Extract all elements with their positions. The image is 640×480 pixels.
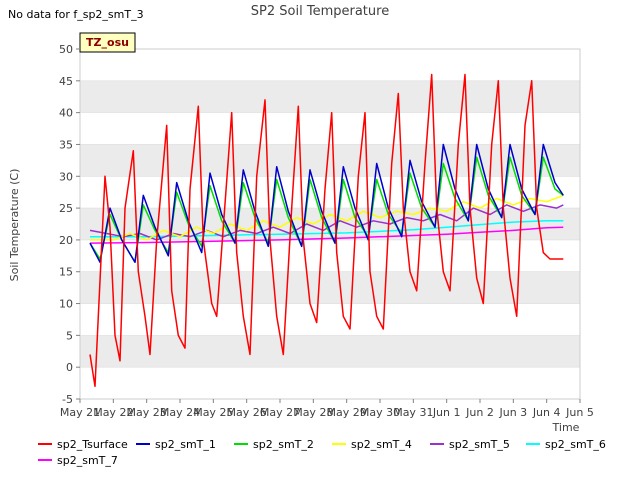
y-tick-label: 30: [59, 170, 73, 183]
y-tick-label: -5: [62, 393, 73, 406]
y-tick-label: 10: [59, 298, 73, 311]
x-tick-label: May 30: [360, 406, 400, 419]
grid-band: [80, 335, 580, 368]
x-tick-label: May 25: [193, 406, 233, 419]
legend-label: sp2_smT_4: [351, 438, 412, 451]
x-axis-label: Time: [552, 421, 580, 434]
legend-label: sp2_Tsurface: [57, 438, 128, 451]
x-tick-label: May 26: [227, 406, 267, 419]
y-tick-label: 20: [59, 234, 73, 247]
plot-series: [89, 73, 564, 388]
y-tick-label: 35: [59, 138, 73, 151]
legend-label: sp2_smT_7: [57, 454, 118, 467]
tz-badge-label: TZ_osu: [86, 36, 129, 49]
x-tick-label: Jun 1: [432, 406, 461, 419]
x-tick-label: May 31: [393, 406, 433, 419]
x-tick-label: Jun 3: [498, 406, 527, 419]
series-line-sp2_smT_4: [90, 194, 564, 241]
y-axis-ticks: -5 0 5 10 15 20 25 30 35 40 45 50: [59, 43, 80, 406]
y-tick-label: 40: [59, 107, 73, 120]
y-tick-label: 0: [66, 361, 73, 374]
y-tick-label: 15: [59, 266, 73, 279]
x-tick-label: May 24: [160, 406, 200, 419]
x-tick-label: Jun 4: [532, 406, 561, 419]
grid-bands: [80, 48, 580, 400]
legend: sp2_Tsurface sp2_smT_1 sp2_smT_2 sp2_smT_4 s…: [38, 438, 606, 467]
grid-band: [80, 144, 580, 177]
x-tick-label: May 21: [60, 406, 100, 419]
tz-badge: TZ_osu: [79, 32, 136, 53]
x-tick-label: May 27: [260, 406, 300, 419]
x-tick-label: May 23: [127, 406, 167, 419]
x-tick-label: May 22: [93, 406, 133, 419]
legend-label: sp2_smT_5: [449, 438, 510, 451]
y-tick-label: 50: [59, 43, 73, 56]
series-line-sp2_smT_7: [89, 226, 564, 244]
y-tick-label: 25: [59, 202, 73, 215]
tz-badge-box: [79, 32, 136, 53]
chart-title: SP2 Soil Temperature: [251, 4, 389, 19]
y-tick-label: 5: [66, 329, 73, 342]
legend-label: sp2_smT_6: [545, 438, 606, 451]
y-axis-label: Soil Temperature (C): [8, 169, 21, 282]
x-tick-label: Jun 5: [565, 406, 594, 419]
grid-band: [80, 271, 580, 304]
x-tick-label: Jun 2: [465, 406, 494, 419]
plot-frame: [79, 48, 581, 400]
grid-band: [80, 80, 580, 113]
x-tick-label: May 29: [327, 406, 367, 419]
no-data-note: No data for f_sp2_smT_3: [8, 8, 144, 21]
series-line-sp2_Tsurface: [89, 73, 564, 388]
legend-label: sp2_smT_2: [253, 438, 314, 451]
x-tick-label: May 28: [293, 406, 333, 419]
y-tick-label: 45: [59, 75, 73, 88]
legend-label: sp2_smT_1: [155, 438, 216, 451]
